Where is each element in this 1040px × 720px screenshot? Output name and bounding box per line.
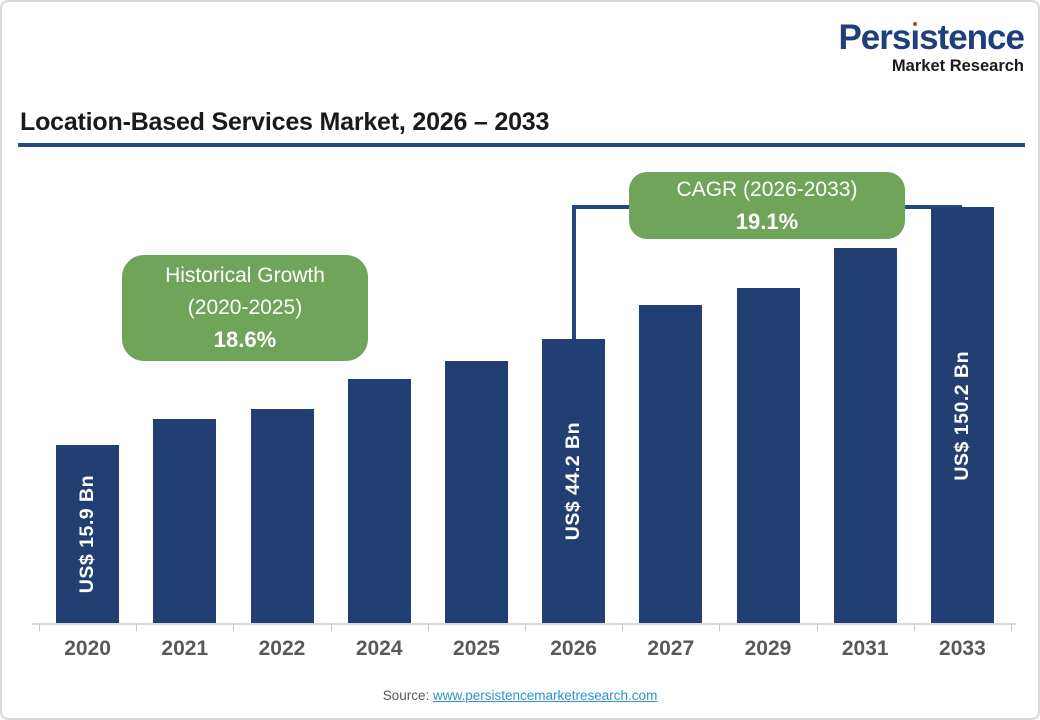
bar-2025 xyxy=(444,361,508,624)
x-axis-tick xyxy=(816,623,818,631)
x-axis-label-2027: 2027 xyxy=(647,637,695,660)
bar-2020: US$ 15.9 Bn xyxy=(56,445,120,624)
x-axis-tick xyxy=(330,623,332,631)
logo-wordmark-post: stence xyxy=(919,18,1025,57)
x-axis-label-2025: 2025 xyxy=(453,637,500,660)
source-link[interactable]: www.persistencemarketresearch.com xyxy=(432,688,658,703)
x-axis-label-2026: 2026 xyxy=(550,637,597,660)
title-underline xyxy=(18,143,1025,147)
bar-2024 xyxy=(347,379,411,624)
bar-2021 xyxy=(153,419,217,624)
x-axis-label-2022: 2022 xyxy=(258,637,306,660)
x-axis-label-2024: 2024 xyxy=(355,637,403,660)
bar-value-label: US$ 15.9 Bn xyxy=(76,475,99,594)
logo-wordmark: Pers ıstence xyxy=(838,18,1025,57)
x-axis-label-2029: 2029 xyxy=(744,637,792,660)
bar-value-label: US$ 150.2 Bn xyxy=(950,350,973,481)
bar-2027 xyxy=(639,305,703,624)
cagr-bracket-vertical-line xyxy=(572,205,576,343)
bar-2031 xyxy=(833,248,897,624)
source-line: Source: www.persistencemarketresearch.co… xyxy=(2,688,1038,703)
x-axis-tick xyxy=(233,623,235,631)
bar-value-label: US$ 44.2 Bn xyxy=(562,422,585,541)
x-axis-tick xyxy=(136,623,138,631)
x-axis-tick xyxy=(622,623,624,631)
cagr-callout: CAGR (2026-2033) 19.1% xyxy=(629,172,905,239)
logo-i: ı xyxy=(910,18,920,57)
x-axis-label-2020: 2020 xyxy=(64,637,111,660)
x-axis-tick xyxy=(1011,623,1012,631)
x-axis-tick xyxy=(39,623,40,631)
x-axis-label-2031: 2031 xyxy=(841,637,889,660)
bar-2029 xyxy=(736,288,800,624)
cagr-value: 19.1% xyxy=(735,208,799,234)
historical-growth-range: (2020-2025) xyxy=(187,296,303,319)
x-axis-tick xyxy=(427,623,429,631)
bar-2026: US$ 44.2 Bn xyxy=(542,339,606,624)
logo-wordmark-pre: Pers xyxy=(838,18,911,57)
page-title: Location-Based Services Market, 2026 – 2… xyxy=(20,108,550,136)
x-axis-line xyxy=(32,623,1016,625)
x-axis-tick xyxy=(719,623,721,631)
logo-i-dot-icon xyxy=(912,22,917,26)
x-axis-label-2033: 2033 xyxy=(939,637,986,660)
pmr-logo: Pers ıstence Market Research xyxy=(838,18,1025,76)
historical-growth-value: 18.6% xyxy=(213,327,277,352)
bar-2022 xyxy=(250,409,314,624)
source-label: Source: xyxy=(382,688,430,703)
x-axis-label-2021: 2021 xyxy=(161,637,209,660)
x-axis-tick xyxy=(525,623,526,631)
historical-growth-callout: Historical Growth (2020-2025) 18.6% xyxy=(122,255,368,361)
historical-growth-label: Historical Growth xyxy=(165,264,325,287)
logo-tagline: Market Research xyxy=(891,57,1024,75)
cagr-label: CAGR (2026-2033) xyxy=(676,177,858,201)
x-axis-tick xyxy=(913,623,915,631)
bar-2033: US$ 150.2 Bn xyxy=(930,207,994,624)
